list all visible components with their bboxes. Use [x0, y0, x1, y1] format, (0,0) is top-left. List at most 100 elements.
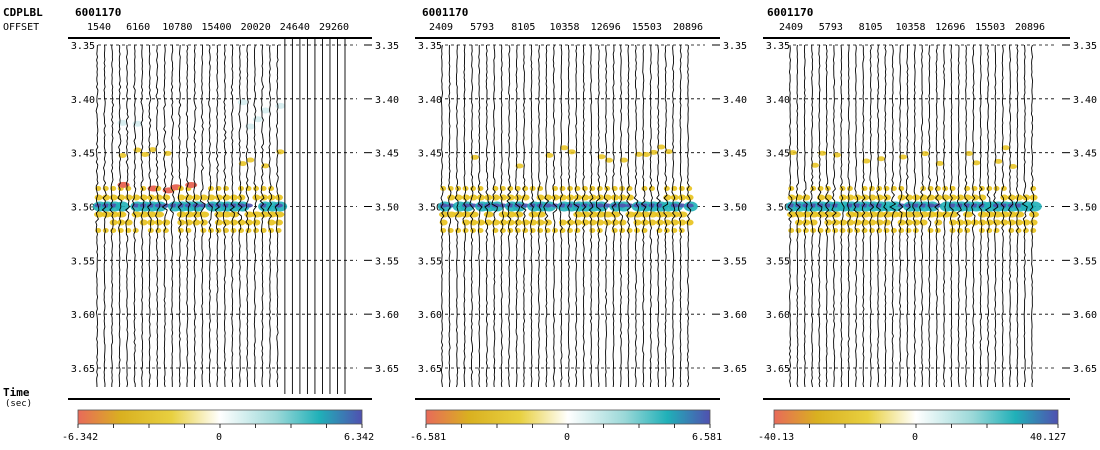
- time-tick-label-right: 3.40: [1073, 95, 1097, 106]
- colorbar: -6.342 0 6.342: [62, 409, 374, 443]
- amplitude-lobe: [199, 219, 208, 226]
- amplitude-lobe: [986, 186, 993, 191]
- amplitude-lobe: [267, 219, 276, 226]
- amplitude-lobe: [948, 211, 959, 218]
- offset-tick-label: 15503: [975, 22, 1005, 33]
- offset-tick-label: 6160: [126, 22, 150, 33]
- amplitude-lobe: [154, 194, 163, 201]
- amplitude-lobe: [1007, 211, 1017, 218]
- amplitude-lobe: [222, 186, 229, 191]
- amplitude-lobe: [875, 219, 884, 226]
- time-tick-label-left: 3.45: [766, 149, 790, 160]
- amplitude-lobe: [1000, 219, 1009, 226]
- amplitude-lobe: [558, 194, 567, 201]
- amplitude-lobe: [566, 186, 573, 191]
- time-tick-label-left: 3.35: [418, 41, 442, 52]
- amplitude-lobe: [251, 211, 262, 218]
- amplitude-lobe: [476, 219, 485, 226]
- colorbar-gradient: [77, 409, 363, 425]
- trace-wiggle: [662, 44, 669, 388]
- time-tick-labels: 3.35 3.35 3.40 3.40 3.45 3.45 3.50 3.50 3.55 3.55…: [418, 41, 747, 375]
- amplitude-lobe: [491, 203, 500, 208]
- trace: [251, 44, 263, 388]
- time-tick-label-right: 3.65: [723, 364, 747, 375]
- trace-wiggle: [596, 44, 602, 388]
- trace: [1027, 44, 1042, 388]
- trace: [925, 44, 940, 388]
- cdp-label: 6001170: [422, 6, 468, 19]
- amplitude-lobe: [919, 211, 929, 218]
- trace: [437, 44, 452, 388]
- trace-wiggle: [169, 44, 175, 387]
- amplitude-lobe: [536, 219, 545, 226]
- amplitude-lobe: [809, 211, 819, 218]
- trace: [609, 45, 624, 388]
- amplitude-lobe: [499, 219, 508, 226]
- time-tick-label-left: 3.60: [71, 310, 95, 321]
- amplitude-lobe: [139, 219, 148, 226]
- trace-wiggle: [499, 44, 504, 388]
- amplitude-lobe: [833, 152, 841, 158]
- trace-wiggle: [567, 44, 572, 388]
- trace: [446, 45, 457, 388]
- trace-wiggle: [861, 44, 866, 388]
- colorbar-mid-label: 0: [216, 432, 222, 443]
- time-tick-label-left: 3.45: [71, 149, 95, 160]
- amplitude-lobe: [978, 194, 987, 201]
- trace-wiggle: [95, 44, 100, 388]
- amplitude-lobe: [1008, 228, 1015, 233]
- time-tick-label-right: 3.50: [723, 203, 747, 214]
- trace-wiggle: [147, 44, 153, 388]
- trace-wiggle: [949, 44, 954, 388]
- amplitude-lobe: [230, 228, 237, 233]
- offset-tick-label: 20020: [241, 22, 271, 33]
- gather-panel-3: 6001170 2409 5793 8105 10358 12696 15503 20896…: [758, 6, 1097, 443]
- trace: [468, 45, 479, 388]
- amplitude-lobe: [935, 160, 944, 166]
- time-tick-label-right: 3.55: [375, 256, 399, 267]
- amplitude-lobe: [831, 211, 841, 218]
- offset-tick-labels: 1540 6160 10780 15400 20020 24640 29260: [87, 22, 349, 33]
- amplitude-lobe: [788, 186, 795, 191]
- trace-wiggle: [919, 44, 924, 388]
- amplitude-lobe: [882, 219, 891, 226]
- amplitude-lobe: [642, 152, 651, 158]
- amplitude-lobe: [663, 186, 670, 191]
- time-tick-label-right: 3.60: [1073, 310, 1097, 321]
- amplitude-lobe: [521, 219, 530, 226]
- amplitude-lobe: [605, 157, 613, 163]
- trace-wiggle: [131, 44, 137, 387]
- trace: [498, 44, 509, 388]
- cdp-label: 6001170: [75, 6, 121, 19]
- trace: [625, 44, 636, 387]
- trace-wiggle: [840, 44, 845, 388]
- trace: [534, 45, 549, 388]
- trace-wiggle: [109, 45, 114, 387]
- amplitude-lobe: [148, 147, 157, 153]
- trace-wiggle: [897, 44, 904, 388]
- amplitude-lobe: [977, 211, 988, 218]
- amplitude-lobe: [912, 194, 921, 201]
- amplitude-lobe: [455, 228, 462, 233]
- amplitude-lobe: [818, 150, 827, 156]
- amplitude-lobe: [476, 194, 485, 201]
- trace-wiggle: [274, 44, 280, 388]
- amplitude-lobe: [470, 186, 477, 191]
- amplitude-lobe: [905, 228, 912, 233]
- amplitude-lobe: [125, 186, 132, 191]
- amplitude-lobe: [545, 152, 554, 158]
- amplitude-lobe: [462, 228, 469, 233]
- trace-wiggle: [222, 44, 227, 388]
- amplitude-lobe: [926, 211, 937, 218]
- trace-wiggle: [520, 45, 527, 388]
- amplitude-lobe: [860, 211, 871, 218]
- amplitude-lobe: [253, 186, 260, 191]
- trace: [258, 44, 273, 388]
- trace: [551, 44, 560, 388]
- trace: [190, 44, 205, 388]
- trace-wiggle: [125, 44, 130, 388]
- amplitude-lobe: [677, 211, 688, 218]
- amplitude-lobe: [109, 194, 118, 201]
- offset-tick-label: 15503: [632, 22, 662, 33]
- amplitude-lobe: [883, 228, 890, 233]
